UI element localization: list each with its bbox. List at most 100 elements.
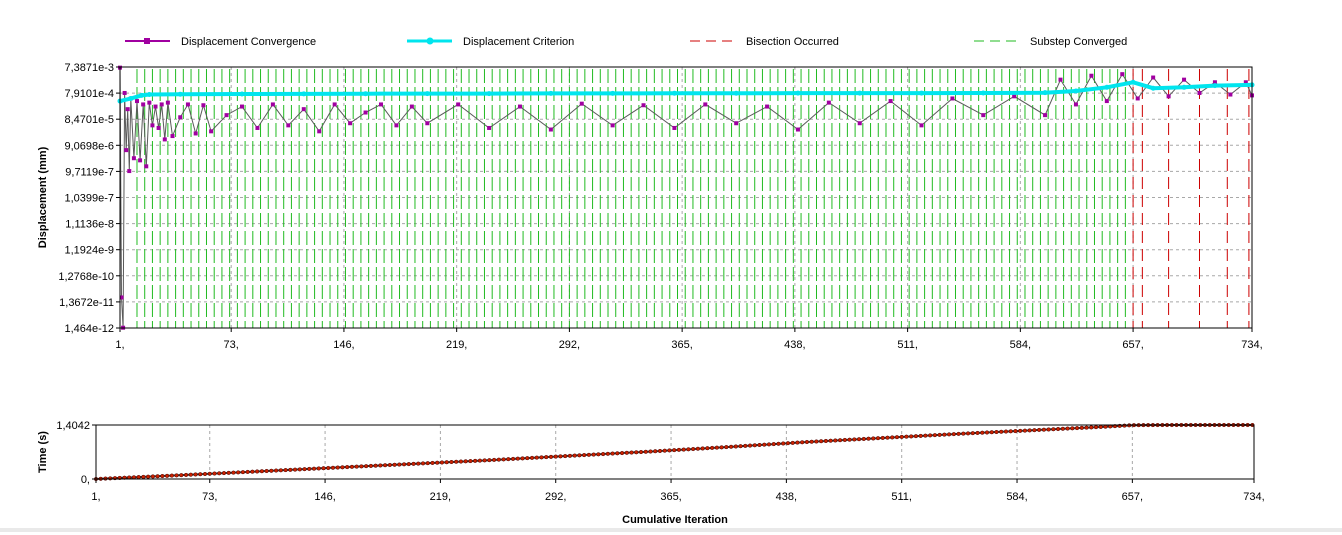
displacement-y-ticks: 7,3871e-3 7,9101e-4 8,4701e-5 9,0698e-6 9,71… [58,62,120,335]
time-point [240,470,245,475]
displacement-convergence-point [255,125,260,130]
y-tick-label: 1,1924e-9 [64,245,114,257]
time-point [274,468,279,473]
displacement-convergence-point [178,115,183,120]
time-point [861,436,866,442]
time-point [1056,426,1061,432]
legend-item-substep-converged[interactable]: Substep Converged [974,36,1127,48]
time-point [165,473,170,478]
x-tick-label: 146, [333,339,354,351]
time-point [634,450,639,455]
time-point [264,468,269,474]
time-point [349,464,354,469]
time-point [1041,427,1046,432]
legend-item-bisection-occurred[interactable]: Bisection Occurred [690,36,839,48]
time-point [984,430,990,435]
time-point [800,440,805,445]
time-point [406,462,411,467]
time-point [534,455,539,460]
time-point [601,452,606,457]
displacement-convergence-point [240,104,245,109]
displacement-convergence-point [1058,77,1063,82]
displacement-convergence-point [672,125,677,130]
time-point [345,465,350,470]
displacement-criterion-point [733,90,739,96]
time-y-ticks: 1,4042 0, [56,420,96,486]
displacement-x-ticks: 1, 73, 146, 219, 292, 365, 438, 511, 584, 657, 734… [115,328,1263,351]
time-point [202,471,208,477]
time-point [193,472,198,477]
displacement-convergence-point [409,104,414,109]
time-point [729,444,734,449]
time-point [477,458,482,463]
time-point [236,470,241,475]
time-point [511,456,516,461]
displacement-convergence-point [1104,99,1109,104]
time-point [378,463,383,468]
x-tick-label: 584, [1010,339,1031,351]
time-point [819,439,824,444]
time-point [743,443,748,448]
displacement-criterion-point [671,90,677,96]
time-point [141,474,146,479]
time-point [657,448,663,454]
displacement-criterion-point [239,91,245,97]
time-point [316,466,321,471]
displacement-criterion-point [486,91,492,97]
displacement-criterion-point [363,91,369,97]
time-point [221,471,227,476]
displacement-convergence-point [1073,102,1078,107]
x-tick-label: 365, [671,339,692,351]
time-point [212,471,217,476]
displacement-convergence-point [162,137,167,142]
displacement-criterion-point [424,91,430,97]
y-tick-label: 1,2768e-10 [58,271,114,283]
legend-item-displacement-criterion[interactable]: Displacement Criterion [407,36,574,48]
time-point [259,469,264,474]
displacement-convergence-point [888,99,893,104]
displacement-convergence-point [1012,94,1017,99]
time-point [918,433,923,438]
displacement-convergence-point [981,113,986,118]
time-point [501,457,506,462]
time-point [278,468,283,473]
time-point [757,442,762,448]
displacement-criterion-point [857,90,863,96]
legend-marker-displacement-convergence [144,38,150,44]
time-point [1032,428,1037,433]
time-point [1098,424,1103,429]
time-point [885,435,890,440]
time-point [700,446,705,451]
time-point [496,457,501,462]
displacement-convergence-point [153,104,158,109]
time-point [515,456,520,461]
legend-item-displacement-convergence[interactable]: Displacement Convergence [125,36,316,48]
time-point [302,467,307,472]
time-point [548,454,554,459]
time-point [838,438,843,443]
legend-label-substep-converged: Substep Converged [1030,36,1127,48]
displacement-criterion-point [301,91,307,97]
time-point [1051,427,1056,432]
displacement-convergence-point [1120,72,1125,77]
time-point [994,429,999,435]
time-point [1089,425,1094,430]
displacement-criterion-point [1104,84,1110,90]
time-point [672,448,677,453]
time-point [1070,426,1075,431]
x-tick-label: 438, [784,339,805,351]
displacement-series [117,65,1255,330]
time-point [823,438,828,444]
displacement-criterion-point [1181,84,1187,90]
displacement-criterion-point [177,91,183,97]
x-tick-label: 511, [897,339,918,351]
displacement-convergence-point [1151,75,1156,80]
time-point [1084,425,1089,430]
time-point [402,462,407,467]
time-point [463,459,468,464]
x-tick-label: 73, [224,339,239,351]
time-point [582,453,587,458]
time-point [591,452,596,457]
time-point [913,434,918,439]
time-point [435,460,440,465]
